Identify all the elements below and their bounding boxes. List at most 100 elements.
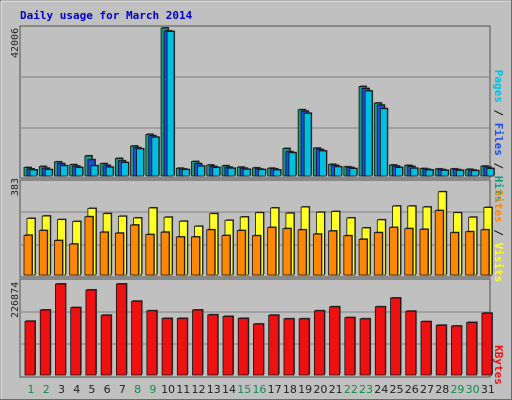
bar-kbytes-12 — [192, 309, 203, 376]
x-label-day-21: 21 — [329, 383, 343, 396]
bar-pages-7 — [120, 162, 129, 177]
bar-sites-19 — [297, 229, 307, 276]
bar-kbytes-28 — [435, 324, 447, 376]
bar-pages-1 — [29, 169, 38, 177]
bar-kbytes-10 — [161, 318, 173, 376]
bar-kbytes-21 — [329, 306, 341, 376]
x-label-day-15: 15 — [237, 383, 251, 396]
bar-kbytes-1 — [24, 320, 36, 376]
bar-pages-25 — [395, 167, 403, 177]
bar-pages-27 — [425, 169, 434, 177]
bar-kbytes-9 — [146, 310, 158, 376]
chart-title: Daily usage for March 2014 — [20, 9, 193, 22]
x-label-day-7: 7 — [119, 383, 126, 396]
bar-pages-10 — [166, 31, 175, 177]
x-label-day-24: 24 — [374, 383, 388, 396]
x-label-day-6: 6 — [104, 383, 111, 396]
side-label-sep-3: / — [492, 223, 505, 243]
x-label-day-1: 1 — [28, 383, 35, 396]
bar-sites-25 — [389, 227, 398, 276]
bar-sites-3 — [54, 240, 63, 276]
bar-pages-26 — [410, 167, 419, 177]
x-label-day-29: 29 — [450, 383, 464, 396]
bar-sites-23 — [358, 238, 368, 276]
bar-kbytes-14 — [222, 316, 234, 376]
hits-panel-bg — [19, 25, 491, 179]
side-label-files: Files — [492, 123, 505, 156]
bar-sites-8 — [130, 224, 140, 276]
x-label-day-8: 8 — [134, 383, 141, 396]
bar-pages-4 — [75, 167, 84, 177]
bar-sites-9 — [145, 234, 155, 276]
bar-sites-14 — [221, 235, 231, 276]
x-label-day-18: 18 — [283, 383, 297, 396]
bar-pages-16 — [258, 169, 266, 177]
x-label-day-11: 11 — [176, 383, 190, 396]
bar-pages-19 — [303, 112, 312, 177]
bar-kbytes-3 — [55, 283, 66, 376]
bar-sites-31 — [480, 229, 490, 276]
bar-pages-9 — [151, 136, 160, 177]
bar-pages-30 — [471, 170, 480, 177]
bar-pages-14 — [227, 167, 236, 177]
bar-kbytes-19 — [298, 318, 310, 376]
bar-sites-18 — [282, 228, 292, 276]
kbytes-ymax-label: 226874 — [10, 282, 21, 318]
bar-pages-12 — [197, 165, 205, 177]
x-label-day-28: 28 — [435, 383, 449, 396]
x-label-day-10: 10 — [161, 383, 175, 396]
bar-kbytes-30 — [466, 322, 478, 376]
x-label-day-14: 14 — [222, 383, 236, 396]
bar-sites-6 — [99, 231, 109, 276]
bar-pages-28 — [440, 169, 449, 177]
bar-sites-30 — [465, 231, 475, 276]
bar-sites-17 — [267, 227, 277, 276]
bar-pages-5 — [90, 165, 99, 177]
bar-pages-17 — [273, 169, 282, 177]
x-label-day-27: 27 — [420, 383, 434, 396]
bar-pages-2 — [44, 169, 53, 177]
bar-sites-13 — [206, 229, 216, 276]
bar-sites-5 — [84, 216, 94, 276]
x-label-day-16: 16 — [252, 383, 266, 396]
bar-pages-18 — [288, 152, 297, 177]
side-label-visits: Visits — [492, 243, 505, 283]
bar-sites-20 — [312, 233, 322, 276]
x-label-day-30: 30 — [466, 383, 480, 396]
bar-kbytes-4 — [70, 307, 82, 376]
bar-pages-8 — [136, 148, 145, 177]
bar-sites-24 — [373, 232, 383, 276]
kbytes-side-label: KBytes — [492, 345, 505, 385]
bar-kbytes-7 — [115, 283, 127, 376]
bar-kbytes-24 — [374, 306, 386, 376]
bar-pages-23 — [364, 90, 373, 177]
bar-pages-15 — [242, 168, 251, 177]
visits-ymax-label: 383 — [10, 178, 21, 196]
bar-sites-1 — [23, 234, 33, 276]
bar-pages-11 — [181, 169, 190, 177]
bar-kbytes-16 — [253, 323, 264, 376]
bar-sites-7 — [114, 232, 124, 276]
bar-kbytes-26 — [405, 310, 417, 376]
bar-sites-29 — [450, 232, 459, 276]
bar-kbytes-22 — [344, 317, 356, 376]
bar-kbytes-6 — [100, 314, 112, 376]
bar-kbytes-11 — [176, 318, 188, 376]
x-label-day-2: 2 — [43, 383, 50, 396]
x-label-day-25: 25 — [390, 383, 404, 396]
bar-kbytes-2 — [39, 309, 51, 376]
x-label-day-5: 5 — [88, 383, 95, 396]
bar-kbytes-29 — [451, 325, 462, 376]
bar-pages-24 — [379, 108, 388, 177]
x-axis-labels: 1 2 3 4 5 6 7 8 9 10 11 12 13 14 15 16 17 18 19 20 21 22 23 24 2… — [28, 383, 495, 396]
bar-pages-29 — [456, 169, 464, 177]
bar-kbytes-18 — [283, 318, 295, 376]
visits-bars — [23, 190, 493, 276]
x-label-day-9: 9 — [149, 383, 156, 396]
bar-kbytes-15 — [237, 318, 249, 376]
bar-sites-2 — [38, 230, 48, 276]
bar-kbytes-25 — [390, 297, 401, 376]
bar-pages-6 — [105, 166, 114, 177]
bar-sites-12 — [191, 236, 200, 276]
bar-sites-15 — [236, 230, 246, 276]
